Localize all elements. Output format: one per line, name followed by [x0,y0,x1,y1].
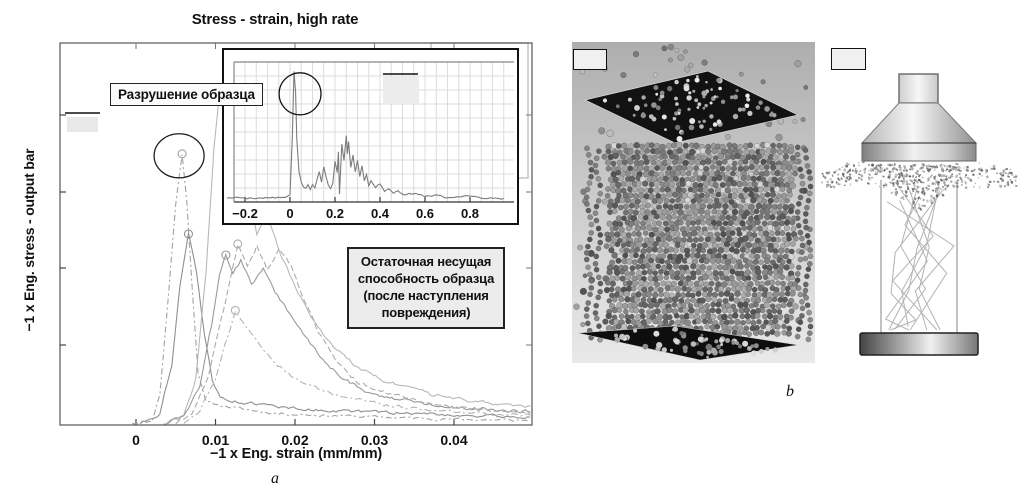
svg-text:0.2: 0.2 [326,206,344,221]
svg-text:0.6: 0.6 [416,206,434,221]
svg-text:0: 0 [286,206,293,221]
annotation-specimen-fracture: Разрушение образца [110,83,263,106]
chart-title: Stress - strain, high rate [191,11,359,28]
svg-text:−0.2: −0.2 [232,206,258,221]
panel-b-label: b [786,383,794,400]
svg-text:0.04: 0.04 [440,432,467,448]
x-axis-label: −1 x Eng. strain (mm/mm) [209,446,383,462]
y-axis-label: −1 x Eng. stress - output bar [21,148,37,332]
svg-text:0.01: 0.01 [202,432,229,448]
svg-text:0.8: 0.8 [461,206,479,221]
redacted-label-box [573,49,607,70]
inset-chart: −0.2 0 0.2 0.4 0.6 0.8 [226,61,514,221]
redacted-label-box [831,48,866,70]
impactor-schematic-image [820,40,1031,370]
svg-text:0.4: 0.4 [371,206,390,221]
annotation-residual-capacity: Остаточная несущая способность образца (… [347,247,505,329]
svg-text:0.02: 0.02 [281,432,308,448]
panel-a-label: a [271,470,279,487]
svg-text:0.03: 0.03 [361,432,388,448]
inset-chart-frame: −0.2 0 0.2 0.4 0.6 0.8 [222,48,519,225]
svg-text:0: 0 [132,432,140,448]
particle-simulation-render [573,43,814,361]
particle-simulation-image [572,42,815,363]
impactor-schematic-render [821,73,1018,356]
